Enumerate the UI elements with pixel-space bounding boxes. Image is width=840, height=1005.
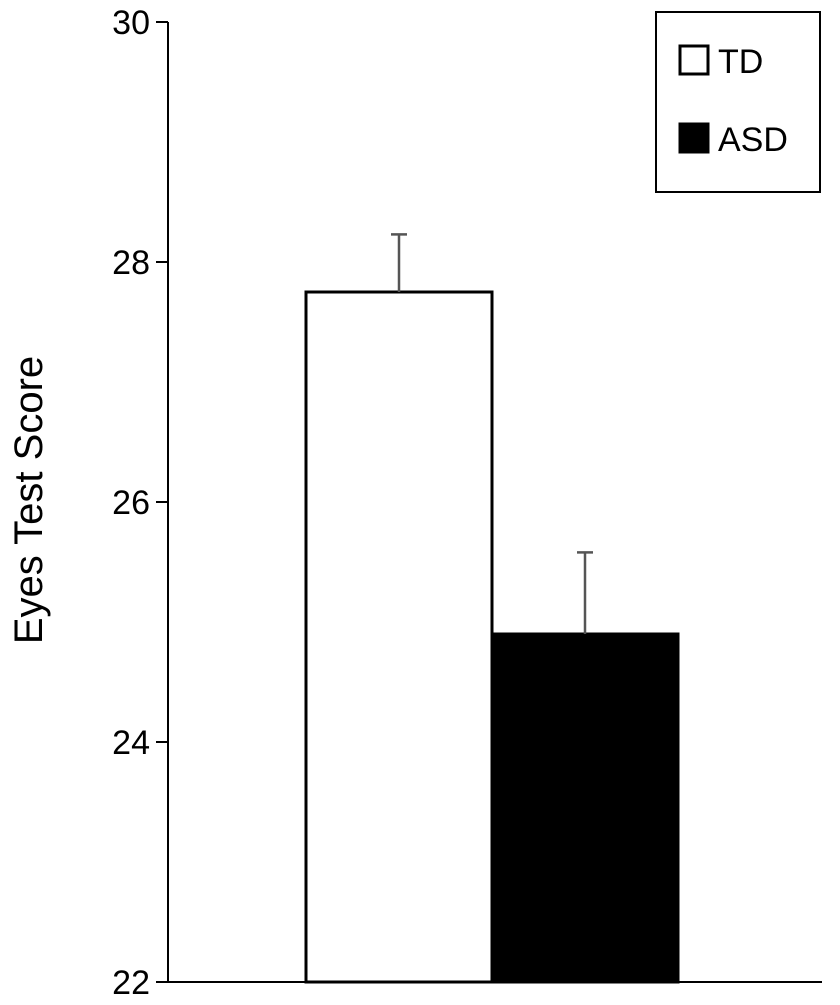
legend-label-asd: ASD [718,121,788,159]
y-tick-label: 30 [112,4,150,42]
bar-td [304,290,494,984]
y-tick-label: 26 [112,484,150,522]
legend-items: TD ASD [678,43,788,159]
y-tick-label: 28 [112,244,150,282]
error-bars-layer [391,233,593,634]
legend-swatch-asd [678,122,710,154]
y-tick-label: 22 [112,964,150,1000]
legend-label-td: TD [718,43,763,81]
legend-swatch-td [678,44,710,76]
y-axis-title: Eyes Test Score [7,356,51,644]
legend: TD ASD [655,11,821,193]
y-tick-label: 24 [112,724,150,762]
axes-layer: 22 24 26 28 30 [112,4,822,1002]
legend-box [655,11,821,193]
bars-layer [304,290,680,984]
bar-asd [490,632,680,984]
